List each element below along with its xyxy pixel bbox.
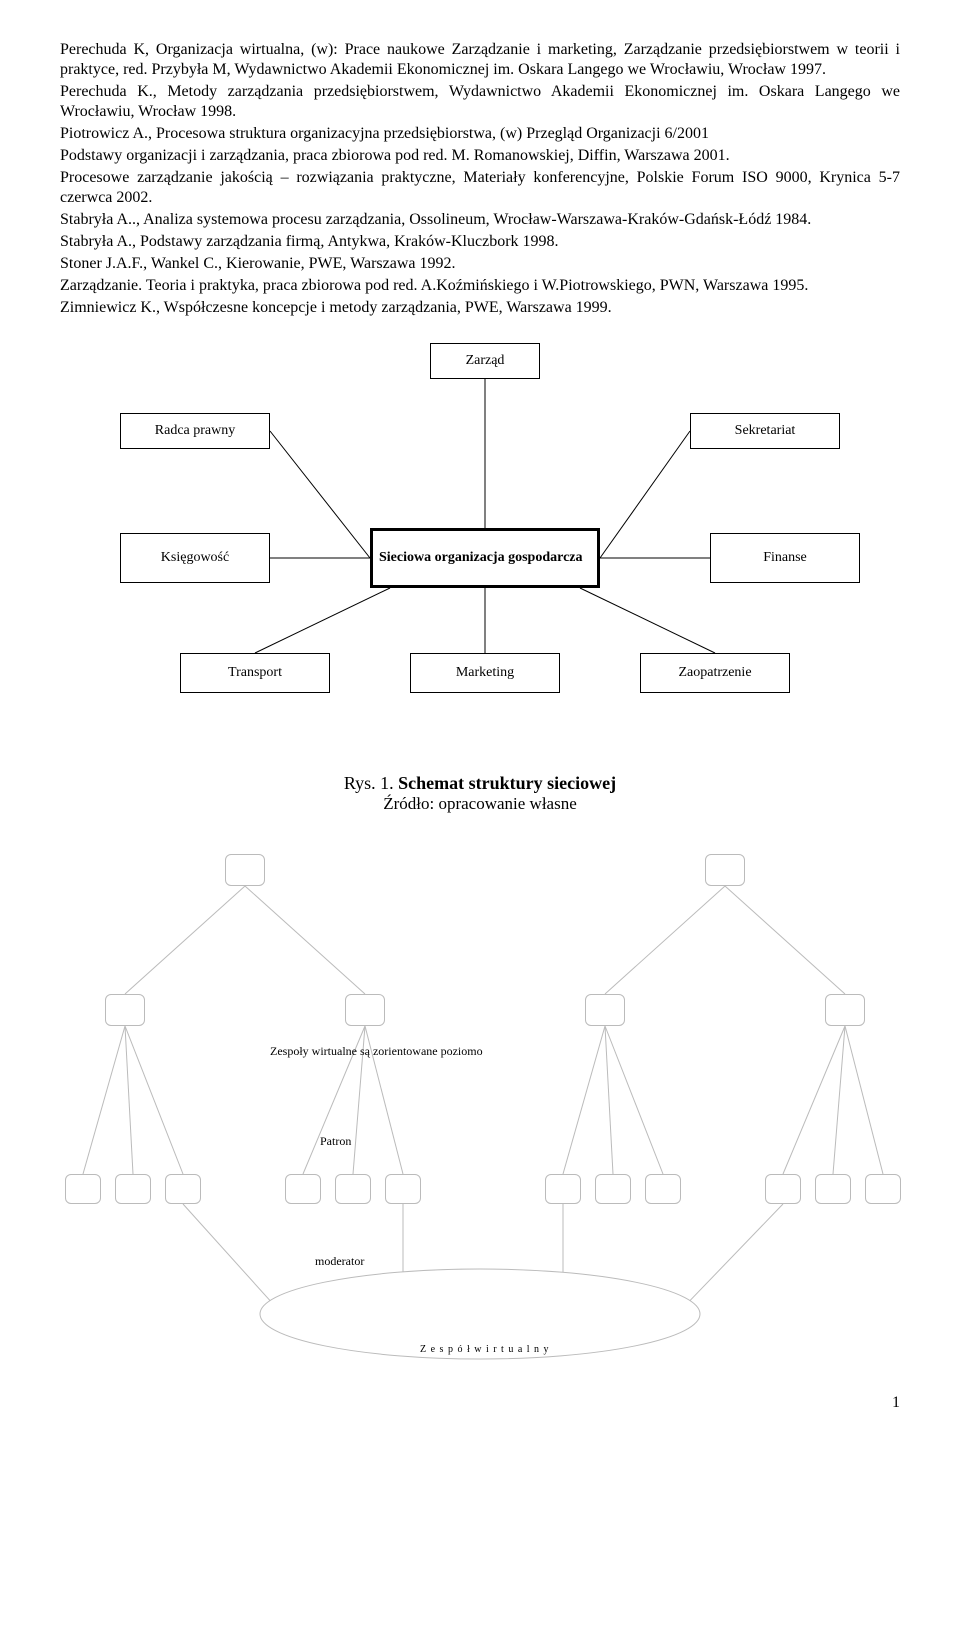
caption-prefix: Rys. 1. — [344, 773, 398, 793]
caption-source: Źródło: opracowanie własne — [60, 794, 900, 814]
bibliography-entry: Stabryła A.., Analiza systemowa procesu … — [60, 210, 900, 230]
bibliography-entry: Perechuda K, Organizacja wirtualna, (w):… — [60, 40, 900, 80]
tree-node — [335, 1174, 371, 1204]
bibliography-entry: Zimniewicz K., Współczesne koncepcje i m… — [60, 298, 900, 318]
tree-node — [765, 1174, 801, 1204]
caption-title: Schemat struktury sieciowej — [398, 773, 616, 793]
diagram-virtual-teams: Zespoły wirtualne są zorientowane poziom… — [60, 854, 900, 1374]
figure-caption: Rys. 1. Schemat struktury sieciowej Źród… — [60, 773, 900, 814]
label-oriented-horizontally: Zespoły wirtualne są zorientowane poziom… — [270, 1044, 483, 1059]
tree-node — [385, 1174, 421, 1204]
node-sekretariat: Sekretariat — [690, 413, 840, 449]
tree-node — [65, 1174, 101, 1204]
bibliography-entry: Perechuda K., Metody zarządzania przedsi… — [60, 82, 900, 122]
tree-node — [705, 854, 745, 886]
tree-node — [815, 1174, 851, 1204]
label-moderator: moderator — [315, 1254, 364, 1269]
diagram-network-structure: Zarząd Radca prawny Sekretariat Księgowość S… — [60, 343, 900, 763]
tree-node — [865, 1174, 901, 1204]
node-zarzad: Zarząd — [430, 343, 540, 379]
bibliography-entry: Podstawy organizacji i zarządzania, prac… — [60, 146, 900, 166]
tree-node — [225, 854, 265, 886]
node-transport: Transport — [180, 653, 330, 693]
tree-node — [285, 1174, 321, 1204]
node-radca: Radca prawny — [120, 413, 270, 449]
node-zaopatrzenie: Zaopatrzenie — [640, 653, 790, 693]
tree-node — [165, 1174, 201, 1204]
label-virtual-team: Z e s p ó ł w i r t u a l n y — [420, 1344, 550, 1355]
bibliography-entry: Zarządzanie. Teoria i praktyka, praca zb… — [60, 276, 900, 296]
node-siec: Sieciowa organizacja gospodarcza — [370, 528, 600, 588]
bibliography-entry: Stabryła A., Podstawy zarządzania firmą,… — [60, 232, 900, 252]
node-ksiegowosc: Księgowość — [120, 533, 270, 583]
tree-node — [345, 994, 385, 1026]
tree-node — [595, 1174, 631, 1204]
tree-node — [545, 1174, 581, 1204]
bibliography-entry: Piotrowicz A., Procesowa struktura organ… — [60, 124, 900, 144]
bibliography-entry: Procesowe zarządzanie jakością – rozwiąz… — [60, 168, 900, 208]
label-patron: Patron — [320, 1134, 351, 1149]
tree-node — [105, 994, 145, 1026]
bibliography-block: Perechuda K, Organizacja wirtualna, (w):… — [60, 40, 900, 318]
tree-node — [585, 994, 625, 1026]
tree-node — [115, 1174, 151, 1204]
page-number: 1 — [60, 1394, 900, 1412]
tree-node — [645, 1174, 681, 1204]
node-marketing: Marketing — [410, 653, 560, 693]
tree-node — [825, 994, 865, 1026]
node-finanse: Finanse — [710, 533, 860, 583]
bibliography-entry: Stoner J.A.F., Wankel C., Kierowanie, PW… — [60, 254, 900, 274]
